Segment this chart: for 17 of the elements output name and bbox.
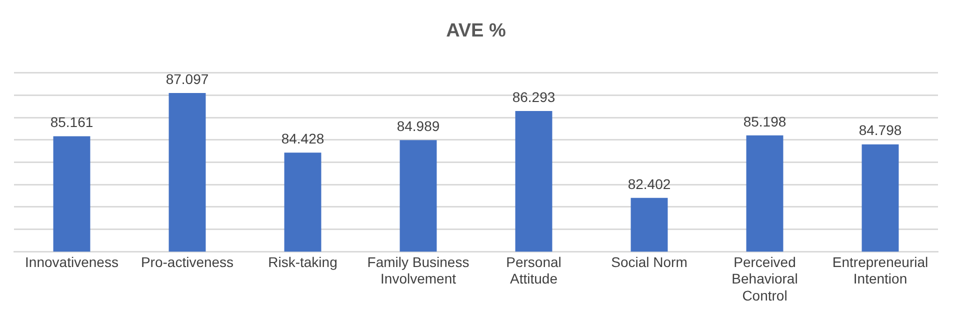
x-tick-label: Personal Attitude (506, 254, 562, 287)
data-label: 85.198 (743, 113, 786, 130)
x-tick-label: Entrepreneurial Intention (832, 254, 928, 287)
x-tick-label: Social Norm (611, 254, 688, 270)
data-label: 84.989 (396, 118, 440, 134)
data-label: 84.428 (281, 130, 324, 146)
data-label: 85.161 (50, 114, 94, 130)
chart-title: AVE % (446, 20, 506, 42)
data-label: 87.097 (166, 70, 209, 87)
data-label: 86.293 (512, 88, 556, 105)
x-tick-label: Family Business Involvement (367, 254, 470, 287)
data-label: 84.798 (858, 122, 902, 138)
x-tick-label: Pro-activeness (140, 254, 234, 270)
x-tick-label: Innovativeness (25, 254, 118, 270)
x-tick-label: Perceived Behavioral Control (732, 254, 798, 304)
x-tick-label: Risk-taking (268, 254, 338, 270)
data-label: 82.402 (628, 176, 671, 192)
